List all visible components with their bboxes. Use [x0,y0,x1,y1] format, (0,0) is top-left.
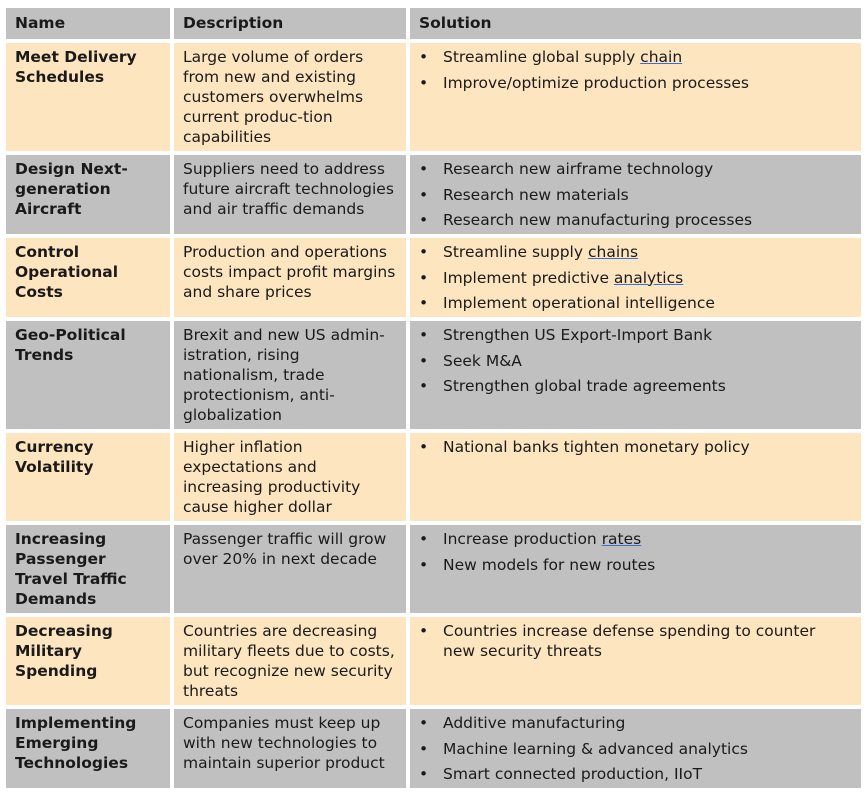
table-row: Meet Delivery Schedules Large volume of … [6,43,861,151]
solution-item: Countries increase defense spending to c… [419,621,852,661]
challenges-table: Name Description Solution Meet Delivery … [2,4,865,792]
table-row: Control Operational Costs Production and… [6,238,861,317]
table-row: Currency Volatility Higher inflation exp… [6,433,861,521]
solution-item: New models for new routes [419,555,852,575]
row-name: Design Next-generation Aircraft [6,155,170,234]
header-description: Description [174,8,406,39]
solution-item: Implement operational intelligence [419,293,852,313]
row-name: Currency Volatility [6,433,170,521]
spellcheck-word: rates [601,530,642,548]
row-description: Suppliers need to address future aircraf… [174,155,406,234]
row-description: Companies must keep up with new technolo… [174,709,406,788]
table-row: Geo-Political Trends Brexit and new US a… [6,321,861,429]
solution-item: Improve/optimize production processes [419,73,852,93]
row-solution: National banks tighten monetary policy [410,433,861,521]
solution-item: Streamline global supply chain [419,47,852,67]
solution-item: Research new materials [419,185,852,205]
solution-item: Increase production rates [419,529,852,549]
solution-item: Streamline supply chains [419,242,852,262]
solution-item: Strengthen US Export-Import Bank [419,325,852,345]
solution-item: Research new airframe technology [419,159,852,179]
table-row: Design Next-generation Aircraft Supplier… [6,155,861,234]
row-solution: Streamline global supply chain Improve/o… [410,43,861,151]
solution-item: Smart connected production, IIoT [419,764,852,784]
solution-item: Research new manufacturing processes [419,210,852,230]
solution-item: Strengthen global trade agreements [419,376,852,396]
row-description: Brexit and new US admin-istration, risin… [174,321,406,429]
row-name: Implementing Emerging Technologies [6,709,170,788]
row-solution: Increase production rates New models for… [410,525,861,613]
spellcheck-word: chain [640,48,683,66]
solution-item: Implement predictive analytics [419,268,852,288]
row-solution: Streamline supply chains Implement predi… [410,238,861,317]
row-solution: Countries increase defense spending to c… [410,617,861,705]
row-name: Decreasing Military Spending [6,617,170,705]
row-name: Meet Delivery Schedules [6,43,170,151]
row-solution: Additive manufacturing Machine learning … [410,709,861,788]
row-description: Production and operations costs impact p… [174,238,406,317]
row-solution: Research new airframe technology Researc… [410,155,861,234]
spellcheck-word: chains [587,243,639,261]
table-row: Implementing Emerging Technologies Compa… [6,709,861,788]
row-description: Higher inflation expectations and increa… [174,433,406,521]
header-solution: Solution [410,8,861,39]
table-row: Increasing Passenger Travel Traffic Dema… [6,525,861,613]
solution-item: Additive manufacturing [419,713,852,733]
row-description: Countries are decreasing military fleets… [174,617,406,705]
solution-item: Machine learning & advanced analytics [419,739,852,759]
row-solution: Strengthen US Export-Import Bank Seek M&… [410,321,861,429]
header-row: Name Description Solution [6,8,861,39]
row-description: Large volume of orders from new and exis… [174,43,406,151]
row-description: Passenger traffic will grow over 20% in … [174,525,406,613]
solution-item: Seek M&A [419,351,852,371]
spellcheck-word: analytics [613,268,684,287]
row-name: Geo-Political Trends [6,321,170,429]
header-name: Name [6,8,170,39]
table-row: Decreasing Military Spending Countries a… [6,617,861,705]
row-name: Control Operational Costs [6,238,170,317]
row-name: Increasing Passenger Travel Traffic Dema… [6,525,170,613]
solution-item: National banks tighten monetary policy [419,437,852,457]
